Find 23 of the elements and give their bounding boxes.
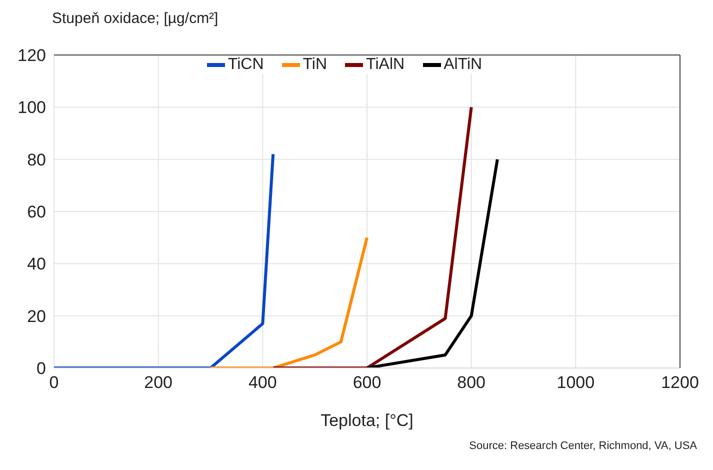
x-tick-label: 600 xyxy=(352,373,382,392)
x-tick-label: 1200 xyxy=(661,373,699,392)
y-tick-label: 80 xyxy=(27,150,46,170)
y-tick-label: 60 xyxy=(27,202,46,222)
legend-label: TiAlN xyxy=(366,56,405,74)
x-tick-label: 0 xyxy=(49,373,59,392)
x-axis-title: Teplota; [°C] xyxy=(320,411,414,430)
legend-label: TiN xyxy=(302,56,328,74)
y-tick-label: 120 xyxy=(18,46,46,66)
y-tick-label: 100 xyxy=(18,98,46,118)
y-tick-label: 20 xyxy=(27,306,46,326)
y-tick-label: 40 xyxy=(27,254,46,274)
legend-label: TiCN xyxy=(228,56,264,74)
line-series xyxy=(366,158,499,368)
y-tick-label: 0 xyxy=(36,359,46,378)
x-tick-label: 400 xyxy=(248,373,277,392)
y-axis-title: Stupeň oxidace; [µg/cm²] xyxy=(52,10,218,27)
x-tick-label: 1000 xyxy=(556,373,595,392)
legend-label: AlTiN xyxy=(444,56,482,74)
x-tick-label: 200 xyxy=(144,373,173,392)
line-series xyxy=(209,236,368,368)
x-tick-label: 800 xyxy=(457,373,486,392)
source-note: Source: Research Center, Richmond, VA, USA xyxy=(469,440,697,452)
